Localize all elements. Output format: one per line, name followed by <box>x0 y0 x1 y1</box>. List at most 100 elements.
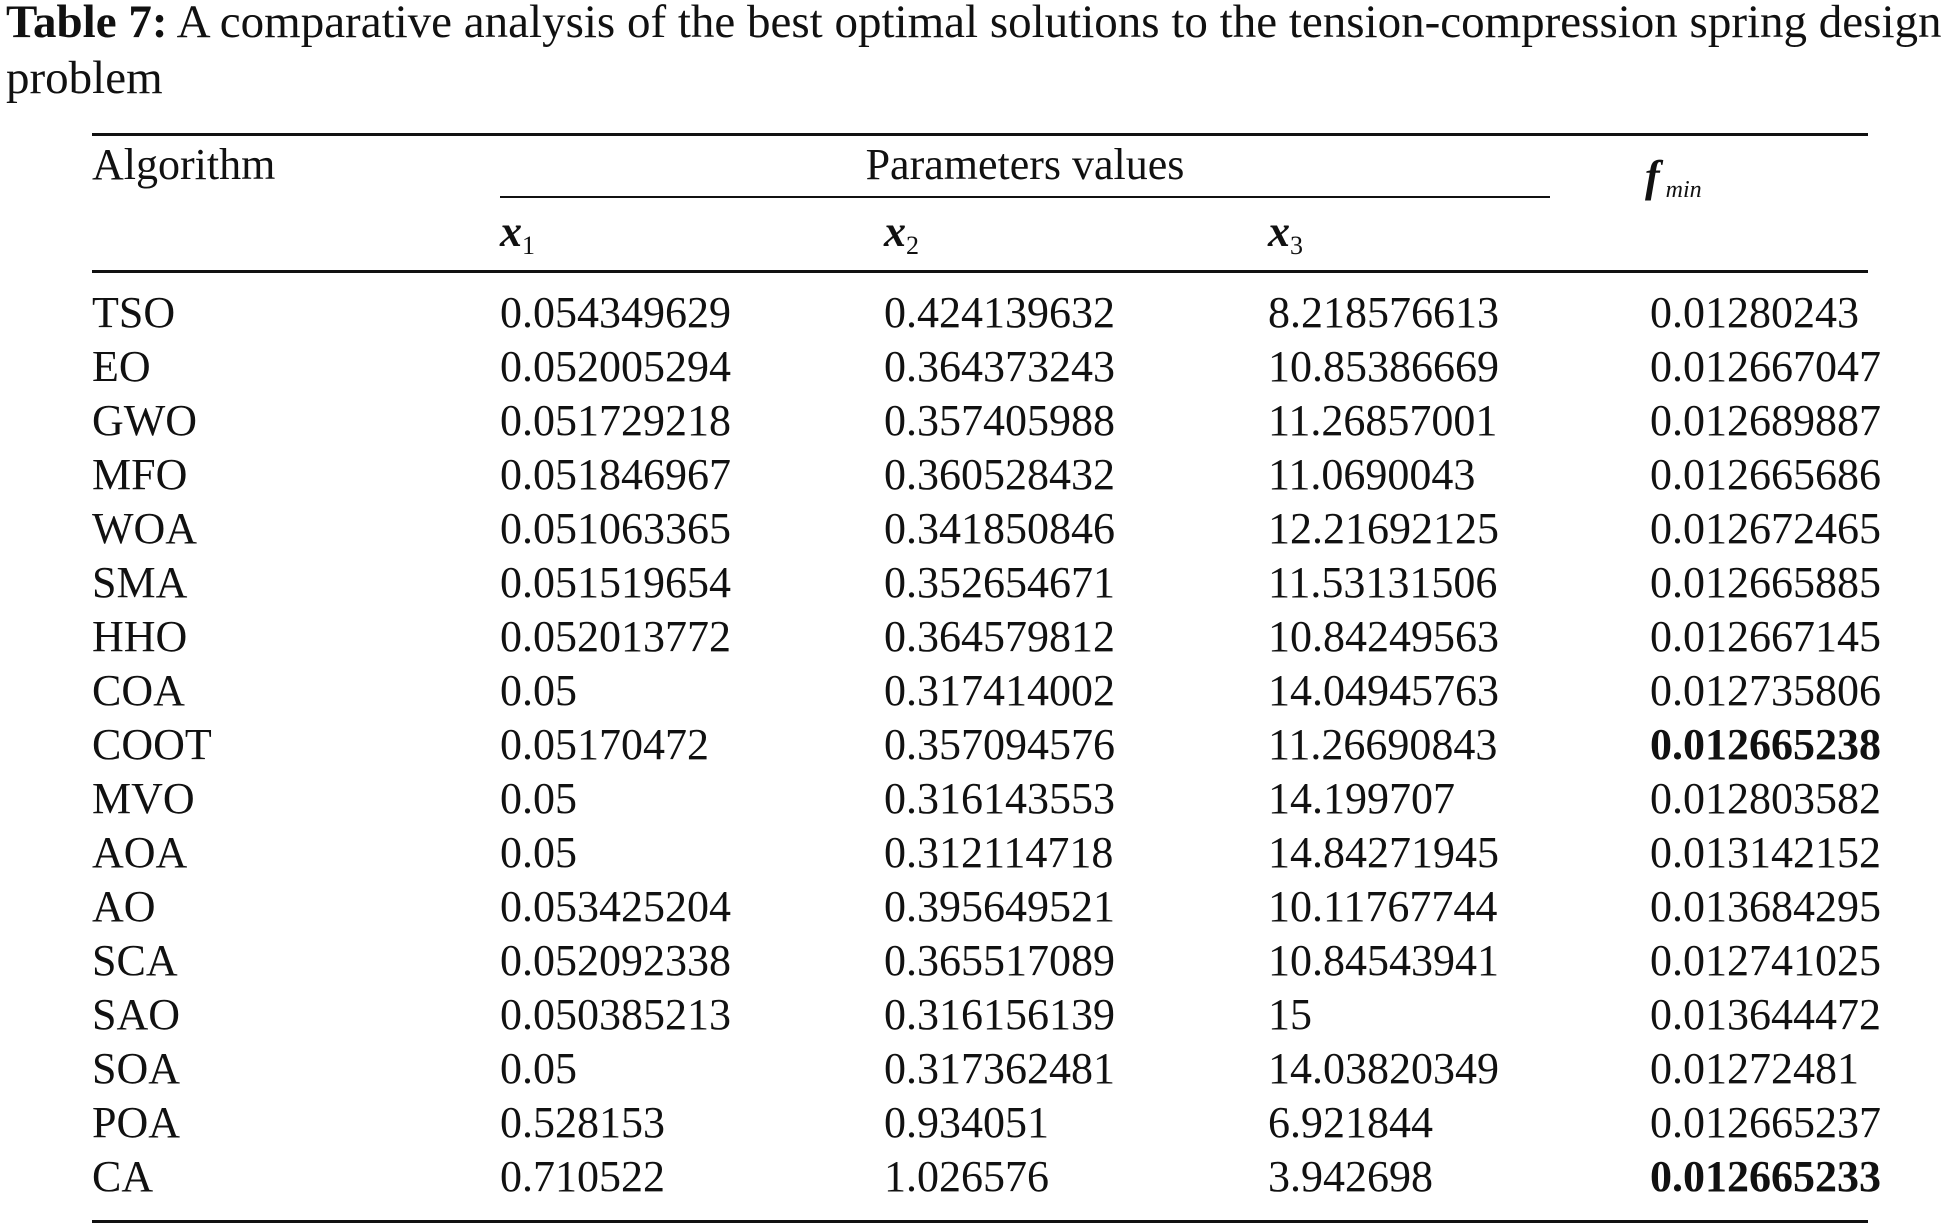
x3-cell: 12.21692125 <box>1268 504 1499 553</box>
fmin-cell: 0.013684295 <box>1650 882 1881 931</box>
table-row: MVO 0.05 0.316143553 14.199707 0.012803582 <box>0 772 1954 826</box>
table-row: EO 0.052005294 0.364373243 10.85386669 0.012… <box>0 340 1954 394</box>
header-algorithm: Algorithm <box>92 140 276 189</box>
table-row: TSO 0.054349629 0.424139632 8.218576613 0.01… <box>0 286 1954 340</box>
x1-cell: 0.05 <box>500 666 577 715</box>
x2-cell: 0.364579812 <box>884 612 1115 661</box>
algorithm-cell: SAO <box>92 990 181 1039</box>
header-x2: x2 <box>884 205 919 273</box>
table-row: SCA 0.052092338 0.365517089 10.84543941 0.01… <box>0 934 1954 988</box>
fmin-cell: 0.012741025 <box>1650 936 1881 985</box>
fmin-cell: 0.012803582 <box>1650 774 1881 823</box>
x1-cell: 0.05 <box>500 774 577 823</box>
header-x3-subscript: 3 <box>1290 231 1303 260</box>
fmin-cell: 0.01272481 <box>1650 1044 1859 1093</box>
x2-cell: 0.316156139 <box>884 990 1115 1039</box>
x3-cell: 15 <box>1268 990 1312 1039</box>
table-row: COOT 0.05170472 0.357094576 11.26690843 0.01… <box>0 718 1954 772</box>
algorithm-cell: EO <box>92 342 151 391</box>
algorithm-cell: GWO <box>92 396 198 445</box>
x1-cell: 0.054349629 <box>500 288 731 337</box>
algorithm-cell: COA <box>92 666 185 715</box>
table-body: TSO 0.054349629 0.424139632 8.218576613 0.01… <box>0 286 1954 1204</box>
x1-cell: 0.053425204 <box>500 882 731 931</box>
x1-cell: 0.05170472 <box>500 720 709 769</box>
fmin-cell: 0.012672465 <box>1650 504 1881 553</box>
table-row: WOA 0.051063365 0.341850846 12.21692125 0.01… <box>0 502 1954 556</box>
x2-cell: 0.395649521 <box>884 882 1115 931</box>
x3-cell: 14.04945763 <box>1268 666 1499 715</box>
fmin-cell: 0.012665233 <box>1650 1152 1881 1201</box>
fmin-cell: 0.012665237 <box>1650 1098 1881 1147</box>
table-row: CA 0.710522 1.026576 3.942698 0.012665233 <box>0 1150 1954 1204</box>
x3-cell: 11.0690043 <box>1268 450 1476 499</box>
x1-cell: 0.05 <box>500 1044 577 1093</box>
algorithm-cell: COOT <box>92 720 212 769</box>
x2-cell: 0.934051 <box>884 1098 1049 1147</box>
x3-cell: 11.26690843 <box>1268 720 1498 769</box>
x2-cell: 1.026576 <box>884 1152 1049 1201</box>
x3-cell: 10.84249563 <box>1268 612 1499 661</box>
algorithm-cell: AOA <box>92 828 188 877</box>
x1-cell: 0.051729218 <box>500 396 731 445</box>
header-fmin: f min <box>1645 150 1702 217</box>
algorithm-cell: CA <box>92 1152 154 1201</box>
header-x2-subscript: 2 <box>906 231 919 260</box>
x2-cell: 0.364373243 <box>884 342 1115 391</box>
x3-cell: 14.03820349 <box>1268 1044 1499 1093</box>
table-top-rule <box>92 133 1868 136</box>
x3-cell: 10.85386669 <box>1268 342 1499 391</box>
header-x1-symbol: x <box>500 207 522 256</box>
x3-cell: 10.84543941 <box>1268 936 1499 985</box>
x2-cell: 0.317414002 <box>884 666 1115 715</box>
x3-cell: 6.921844 <box>1268 1098 1433 1147</box>
x1-cell: 0.710522 <box>500 1152 665 1201</box>
fmin-cell: 0.012665686 <box>1650 450 1881 499</box>
x3-cell: 3.942698 <box>1268 1152 1433 1201</box>
caption-label: Table 7: <box>6 0 168 48</box>
fmin-cell: 0.013644472 <box>1650 990 1881 1039</box>
header-x3-symbol: x <box>1268 207 1290 256</box>
fmin-cell: 0.012689887 <box>1650 396 1881 445</box>
fmin-cell: 0.012667145 <box>1650 612 1881 661</box>
x1-cell: 0.050385213 <box>500 990 731 1039</box>
table-row: POA 0.528153 0.934051 6.921844 0.012665237 <box>0 1096 1954 1150</box>
table-row: SOA 0.05 0.317362481 14.03820349 0.01272481 <box>0 1042 1954 1096</box>
algorithm-cell: HHO <box>92 612 188 661</box>
x2-cell: 0.424139632 <box>884 288 1115 337</box>
algorithm-cell: MFO <box>92 450 188 499</box>
table-bottom-rule <box>92 1220 1868 1223</box>
x1-cell: 0.052005294 <box>500 342 731 391</box>
x2-cell: 0.360528432 <box>884 450 1115 499</box>
table-row: SMA 0.051519654 0.352654671 11.53131506 0.01… <box>0 556 1954 610</box>
header-x3: x3 <box>1268 205 1303 273</box>
x3-cell: 14.199707 <box>1268 774 1455 823</box>
x3-cell: 8.218576613 <box>1268 288 1499 337</box>
algorithm-cell: SOA <box>92 1044 181 1093</box>
x3-cell: 11.26857001 <box>1268 396 1498 445</box>
table-caption: Table 7: A comparative analysis of the b… <box>6 0 1950 106</box>
header-parameters-values: Parameters values <box>865 140 1185 189</box>
header-x2-symbol: x <box>884 207 906 256</box>
x2-cell: 0.352654671 <box>884 558 1115 607</box>
x2-cell: 0.341850846 <box>884 504 1115 553</box>
caption-text: A comparative analysis of the best optim… <box>6 0 1942 104</box>
header-fmin-symbol: f <box>1645 152 1660 201</box>
header-fmin-subscript: min <box>1665 177 1702 203</box>
x2-cell: 0.312114718 <box>884 828 1114 877</box>
header-x1-subscript: 1 <box>522 231 535 260</box>
algorithm-cell: SMA <box>92 558 188 607</box>
x2-cell: 0.357405988 <box>884 396 1115 445</box>
fmin-cell: 0.012665885 <box>1650 558 1881 607</box>
algorithm-cell: POA <box>92 1098 181 1147</box>
fmin-cell: 0.012735806 <box>1650 666 1881 715</box>
table-row: AO 0.053425204 0.395649521 10.11767744 0.013… <box>0 880 1954 934</box>
algorithm-cell: AO <box>92 882 156 931</box>
x2-cell: 0.365517089 <box>884 936 1115 985</box>
x3-cell: 11.53131506 <box>1268 558 1498 607</box>
table-row: GWO 0.051729218 0.357405988 11.26857001 0.01… <box>0 394 1954 448</box>
algorithm-cell: MVO <box>92 774 195 823</box>
x1-cell: 0.528153 <box>500 1098 665 1147</box>
table-row: COA 0.05 0.317414002 14.04945763 0.012735806 <box>0 664 1954 718</box>
header-x1: x1 <box>500 205 535 273</box>
